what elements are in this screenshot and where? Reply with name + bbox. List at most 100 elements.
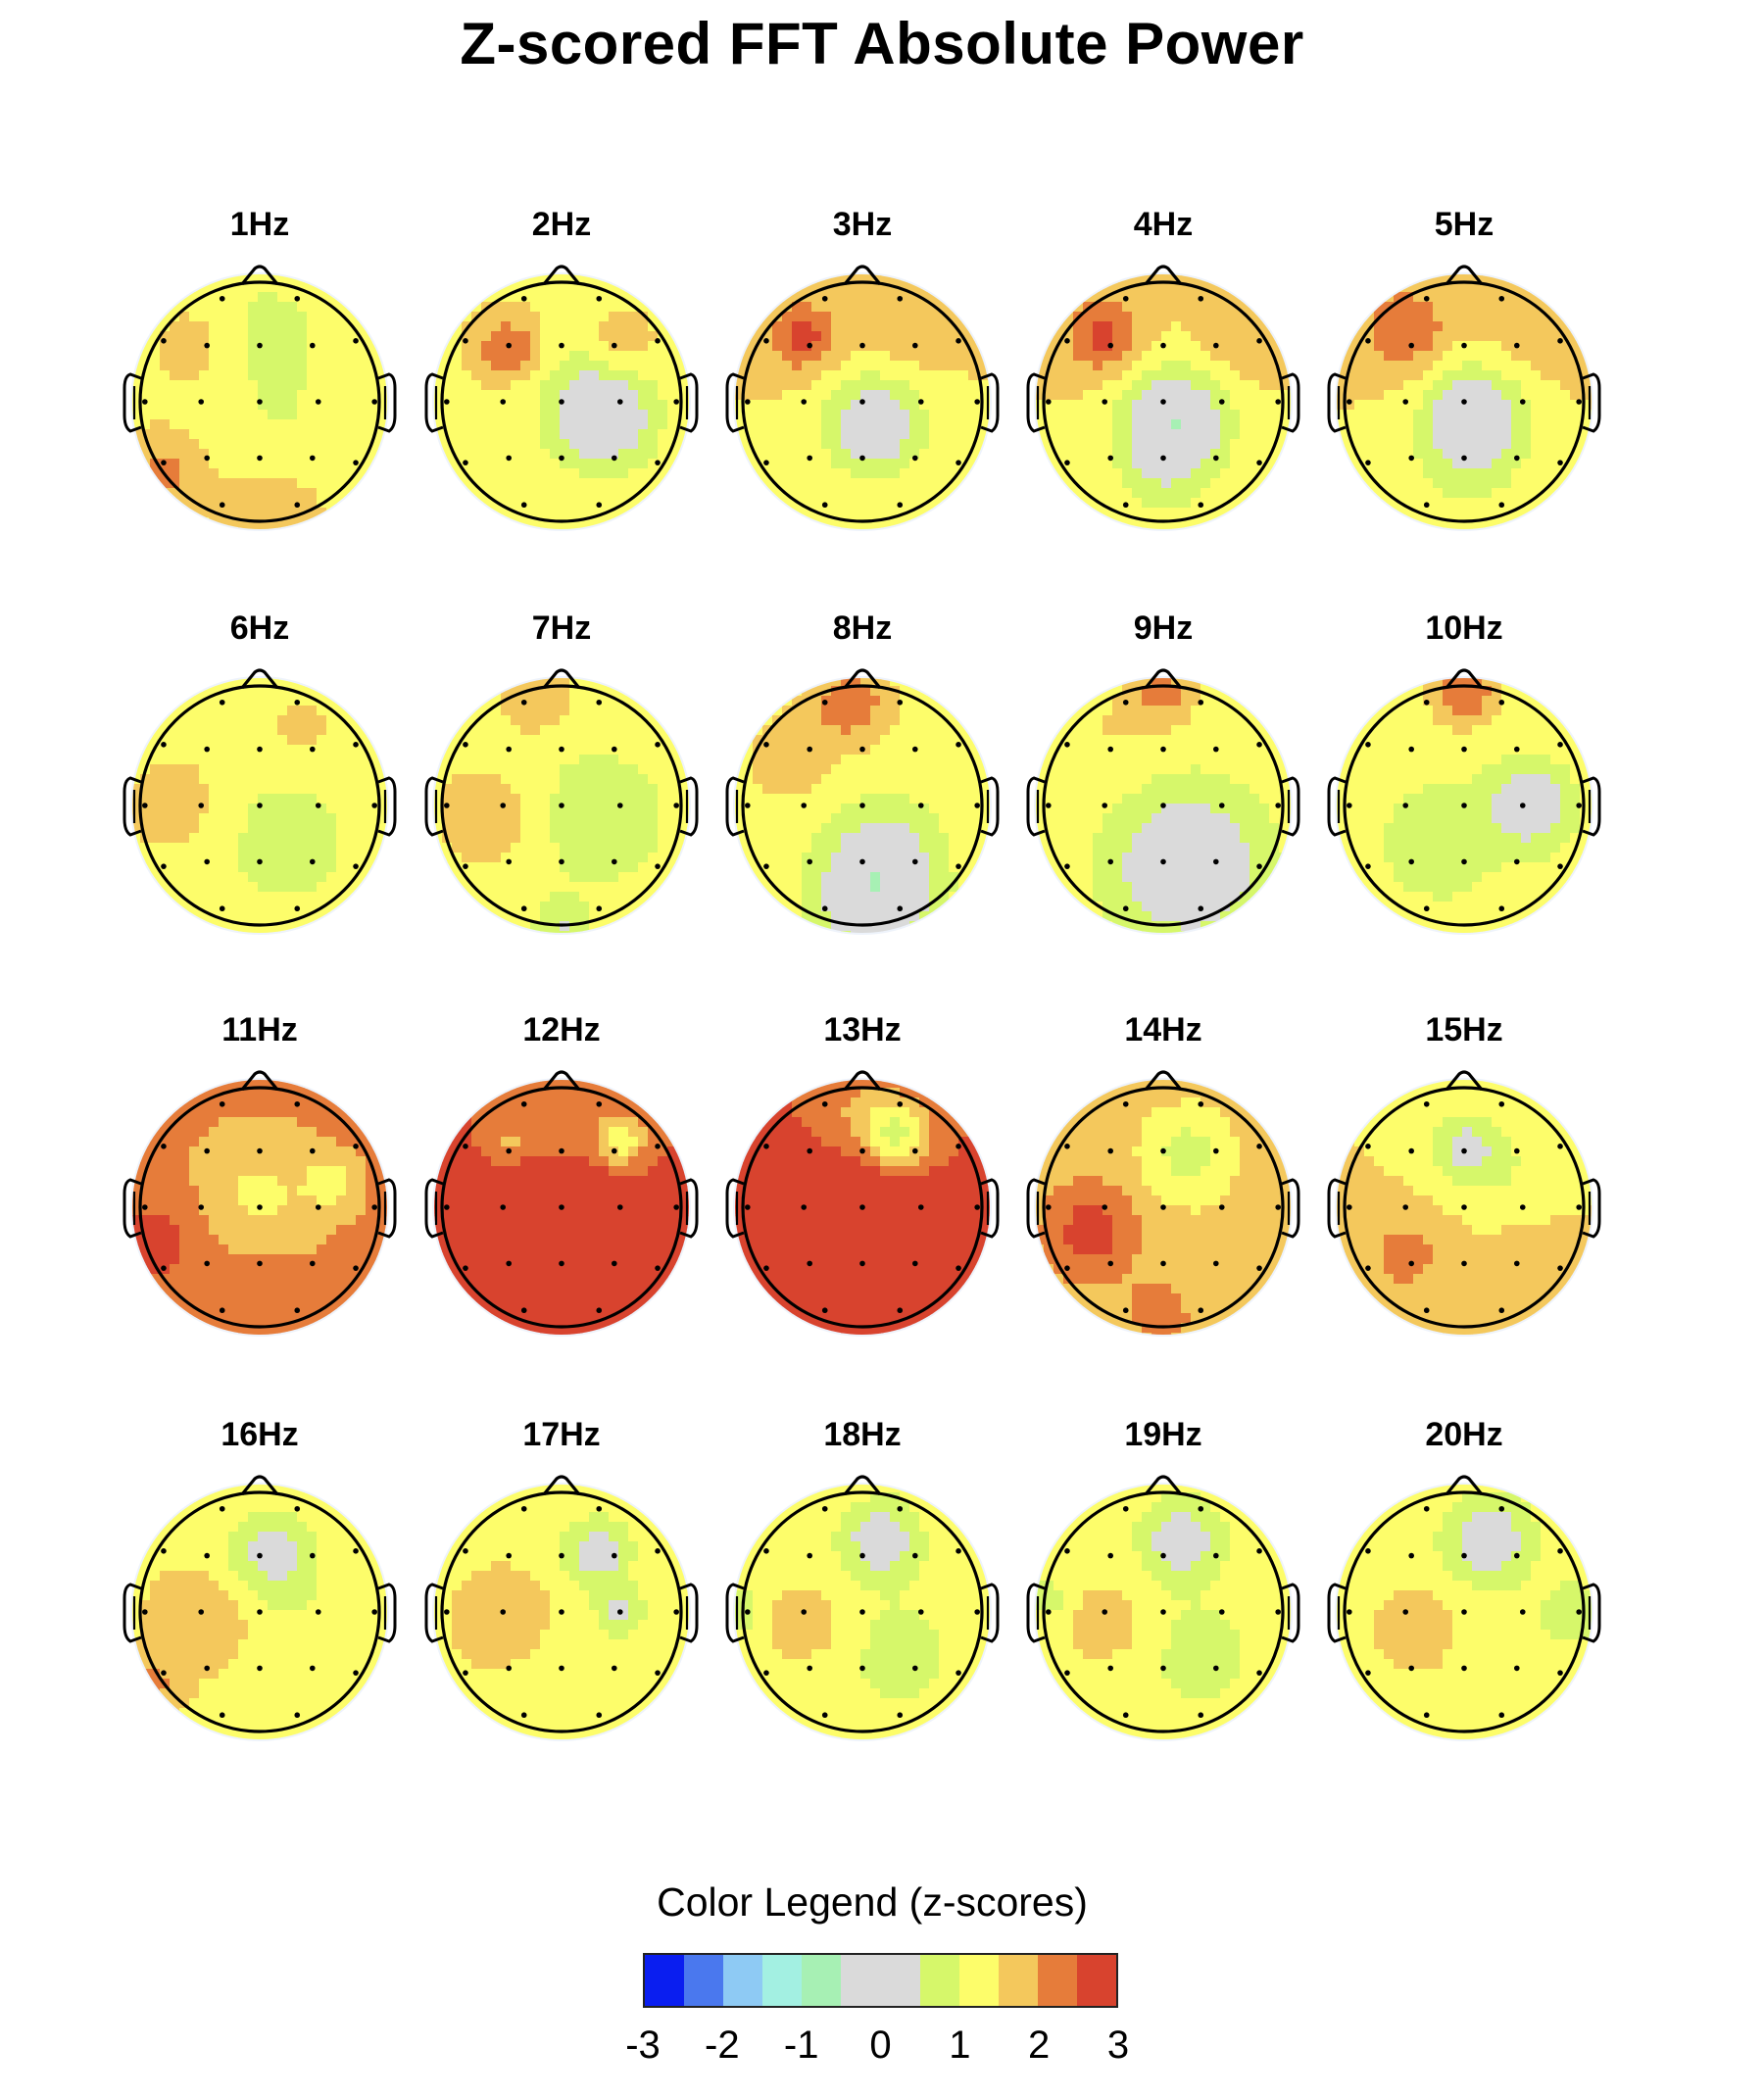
heat-cell xyxy=(307,804,318,814)
heat-cell xyxy=(1152,370,1162,381)
heat-cell xyxy=(560,341,570,352)
heat-cell xyxy=(1433,508,1444,518)
heat-cell xyxy=(228,764,239,775)
heat-cell xyxy=(317,764,327,775)
heat-cell xyxy=(442,449,453,460)
heat-cell xyxy=(1161,282,1172,293)
heat-cell xyxy=(880,921,891,932)
heat-cell xyxy=(189,390,200,401)
heat-cell xyxy=(939,380,950,391)
heat-cell xyxy=(307,292,318,303)
heat-cell xyxy=(609,823,619,834)
heat-cell xyxy=(1413,498,1424,509)
heat-cell xyxy=(297,853,308,863)
heat-cell xyxy=(1345,410,1355,420)
heat-cell xyxy=(628,853,639,863)
heat-cell xyxy=(743,400,754,411)
heat-cell xyxy=(821,459,832,469)
heat-cell xyxy=(909,882,920,893)
heat-cell xyxy=(579,292,590,303)
heat-cell xyxy=(890,764,901,775)
heat-cell xyxy=(958,843,969,853)
heat-cell xyxy=(228,911,239,922)
heat-cell xyxy=(1482,321,1493,332)
heat-cell xyxy=(346,361,357,371)
electrode xyxy=(1102,399,1108,405)
heat-cell xyxy=(307,361,318,371)
heat-cell xyxy=(268,774,278,785)
heat-cell xyxy=(307,696,318,707)
heat-cell xyxy=(792,774,803,785)
head-outline xyxy=(440,280,683,523)
heat-cell xyxy=(1501,321,1512,332)
heat-cell xyxy=(802,380,812,391)
heat-cell xyxy=(919,508,930,518)
heat-cell xyxy=(1443,400,1453,411)
left-ear xyxy=(1327,372,1347,433)
heat-cell xyxy=(1482,331,1493,342)
heat-cell xyxy=(501,390,512,401)
heat-cell xyxy=(491,331,502,342)
heat-cell xyxy=(599,331,610,342)
heat-cell xyxy=(772,745,783,756)
heat-cell xyxy=(248,351,259,362)
heat-cell xyxy=(1250,419,1260,430)
heat-cell xyxy=(287,439,298,450)
heat-cell xyxy=(452,419,463,430)
electrode xyxy=(294,905,301,912)
heat-cell xyxy=(366,804,376,814)
heat-cell xyxy=(939,312,950,322)
heat-cell xyxy=(579,813,590,824)
heat-cell xyxy=(618,400,629,411)
heat-cell xyxy=(1171,302,1182,313)
heat-cell xyxy=(501,370,512,381)
heat-cell xyxy=(1073,380,1084,391)
heat-cell xyxy=(307,862,318,873)
heat-cell xyxy=(667,429,678,440)
heat-cell xyxy=(782,774,793,785)
heat-cell xyxy=(1364,312,1375,322)
electrode xyxy=(204,858,210,865)
heat-cell xyxy=(1501,400,1512,411)
heat-cell xyxy=(811,853,822,863)
heat-cell xyxy=(346,784,357,795)
heat-cell xyxy=(939,488,950,499)
heat-cell xyxy=(356,794,367,805)
heat-cell xyxy=(1511,390,1522,401)
heat-cell xyxy=(609,696,619,707)
heat-cell xyxy=(1073,400,1084,411)
heat-cell xyxy=(336,872,347,883)
heat-cell xyxy=(1152,449,1162,460)
heat-cell xyxy=(949,341,959,352)
heat-cell xyxy=(1181,715,1192,726)
heat-cell xyxy=(160,410,171,420)
heat-cell xyxy=(1161,527,1172,529)
heat-cells xyxy=(735,678,990,933)
heat-cell xyxy=(919,715,930,726)
heat-cell xyxy=(560,853,570,863)
heat-cell xyxy=(860,400,871,411)
heat-cell xyxy=(968,380,979,391)
heat-cell xyxy=(589,419,600,430)
heat-cell xyxy=(491,862,502,873)
heat-cell xyxy=(1433,449,1444,460)
heat-cell xyxy=(1142,468,1152,479)
heat-cell xyxy=(209,341,220,352)
heat-cell xyxy=(530,370,541,381)
heat-cell xyxy=(1482,517,1493,528)
heat-cell xyxy=(150,459,161,469)
heat-cell xyxy=(1200,715,1211,726)
heat-cell xyxy=(658,312,668,322)
heat-cell xyxy=(909,911,920,922)
heat-cell xyxy=(1083,341,1094,352)
heat-cell xyxy=(1531,312,1542,322)
heat-cell xyxy=(238,862,249,873)
heat-cell xyxy=(307,774,318,785)
heat-cell xyxy=(1550,429,1561,440)
heat-cell xyxy=(929,468,940,479)
nose xyxy=(240,265,279,286)
heat-cell xyxy=(1181,439,1192,450)
electrode xyxy=(956,338,961,344)
heat-cell xyxy=(1364,380,1375,391)
heat-cell xyxy=(1054,331,1064,342)
